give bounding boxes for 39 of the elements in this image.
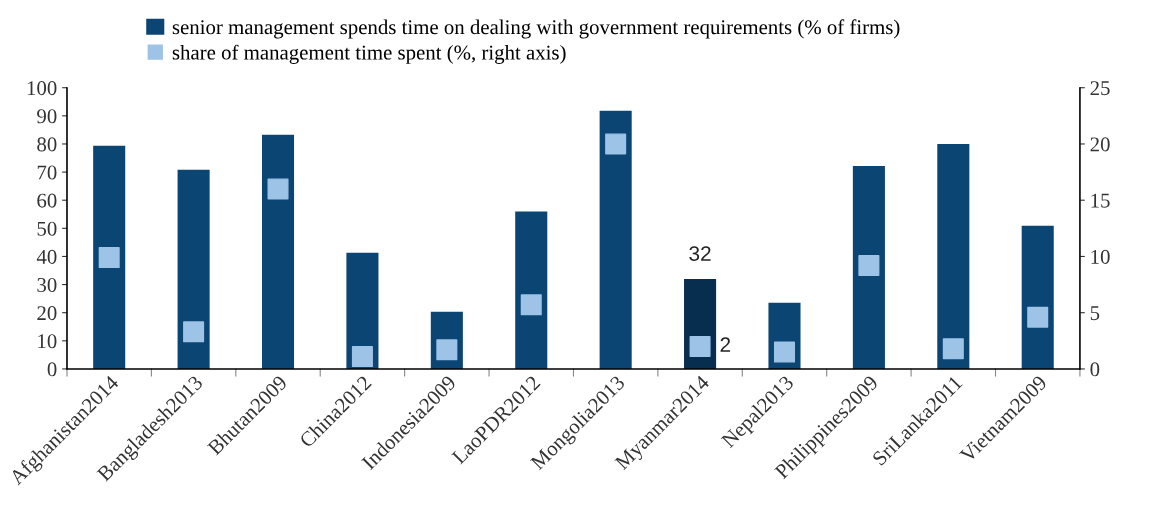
point bbox=[942, 338, 964, 360]
bar bbox=[599, 110, 632, 369]
y-tick-label: 60 bbox=[37, 193, 57, 208]
legend-label: senior management spends time on dealing with government requirements (% of firms) bbox=[172, 19, 900, 39]
y-tick-label: 20 bbox=[37, 306, 57, 321]
data-label: 32 bbox=[689, 246, 711, 261]
y2-tick-label: 20 bbox=[1090, 137, 1110, 152]
point bbox=[1027, 306, 1049, 328]
point bbox=[689, 335, 711, 357]
bar bbox=[515, 211, 548, 369]
point bbox=[605, 133, 627, 155]
y2-tick-label: 15 bbox=[1091, 193, 1110, 208]
y-tick-label: 100 bbox=[27, 81, 57, 96]
point bbox=[267, 178, 289, 200]
legend-label: share of management time spent (%, right axis) bbox=[172, 44, 566, 64]
point bbox=[773, 341, 796, 363]
y2-tick-label: 10 bbox=[1091, 249, 1110, 264]
bar bbox=[937, 143, 970, 369]
data-label: 2 bbox=[720, 337, 731, 352]
y-tick-label: 90 bbox=[37, 109, 57, 124]
y2-tick-label: 0 bbox=[1090, 362, 1100, 377]
y-tick-label: 50 bbox=[37, 221, 57, 236]
y-tick-label: 80 bbox=[37, 137, 57, 152]
y-tick-label: 10 bbox=[38, 334, 57, 349]
y-tick-label: 0 bbox=[47, 362, 57, 377]
y-tick-label: 40 bbox=[36, 249, 57, 264]
bar bbox=[261, 134, 295, 369]
point bbox=[351, 346, 373, 368]
point bbox=[98, 247, 120, 269]
point bbox=[520, 294, 542, 316]
point bbox=[858, 254, 880, 276]
bar bbox=[93, 145, 126, 369]
y2-tick-label: 25 bbox=[1090, 81, 1110, 96]
y-tick-label: 70 bbox=[37, 165, 57, 180]
y2-tick-label: 5 bbox=[1090, 306, 1100, 321]
y-tick-label: 30 bbox=[37, 277, 57, 293]
bar bbox=[852, 165, 885, 369]
point bbox=[183, 321, 205, 343]
bar bbox=[177, 169, 210, 369]
